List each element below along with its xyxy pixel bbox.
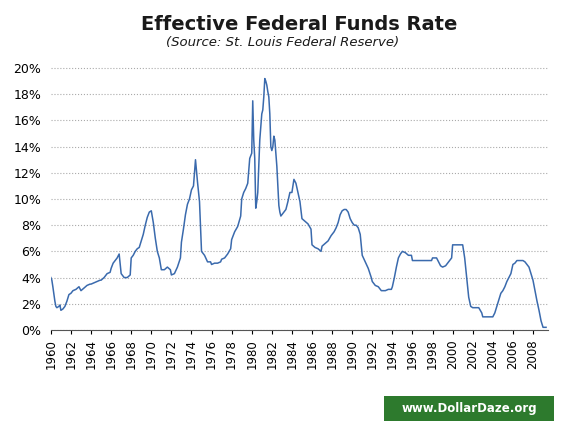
Title: Effective Federal Funds Rate: Effective Federal Funds Rate (141, 15, 458, 34)
Text: (Source: St. Louis Federal Reserve): (Source: St. Louis Federal Reserve) (166, 36, 399, 49)
Text: www.DollarDaze.org: www.DollarDaze.org (401, 402, 537, 415)
